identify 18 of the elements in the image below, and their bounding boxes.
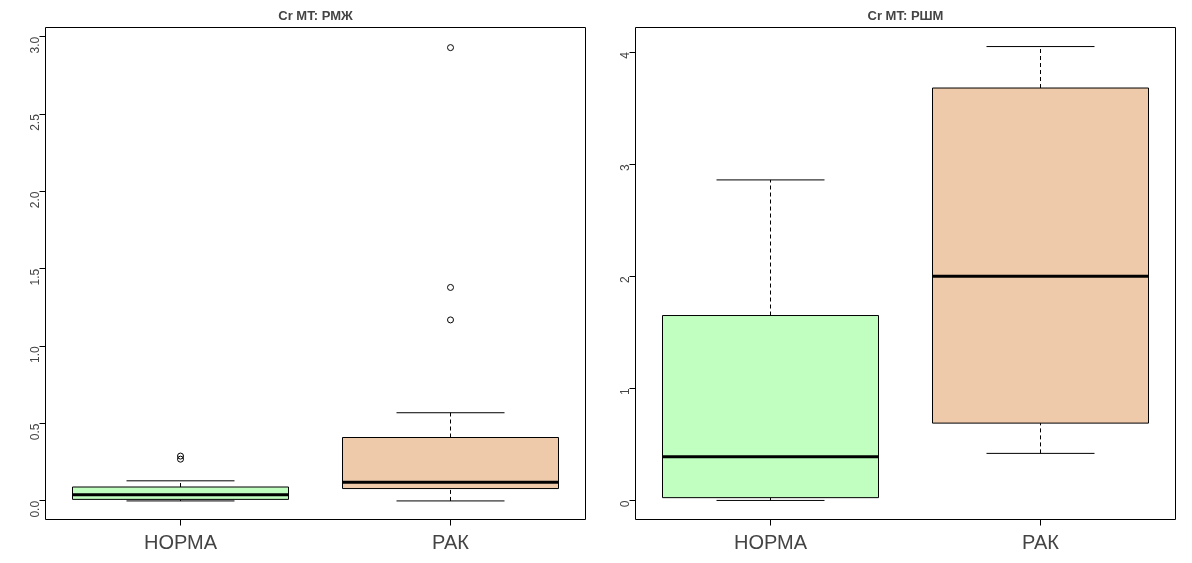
chart-title: Cr MT: РМЖ bbox=[278, 7, 353, 23]
y-tick-label: 4 bbox=[618, 51, 632, 59]
y-tick-label: 3.0 bbox=[28, 36, 42, 54]
y-tick-label: 1.0 bbox=[28, 345, 42, 363]
y-tick-label: 0.0 bbox=[28, 500, 42, 518]
x-tick-label: РАК bbox=[432, 530, 470, 553]
x-tick-label: НОРМА bbox=[143, 530, 218, 553]
chart-title: Cr MT: РШМ bbox=[867, 7, 944, 23]
y-tick-label: 2.5 bbox=[28, 113, 42, 131]
x-tick-label: НОРМА bbox=[733, 530, 808, 553]
y-tick-label: 1 bbox=[618, 388, 632, 396]
y-tick-label: 2.0 bbox=[28, 191, 42, 209]
y-tick-label: 0.5 bbox=[28, 423, 42, 441]
y-tick-label: 0 bbox=[618, 500, 632, 508]
x-tick-label: РАК bbox=[1022, 530, 1060, 553]
y-tick-label: 1.5 bbox=[28, 268, 42, 286]
y-tick-label: 2 bbox=[618, 275, 632, 283]
y-tick-label: 3 bbox=[618, 163, 632, 171]
